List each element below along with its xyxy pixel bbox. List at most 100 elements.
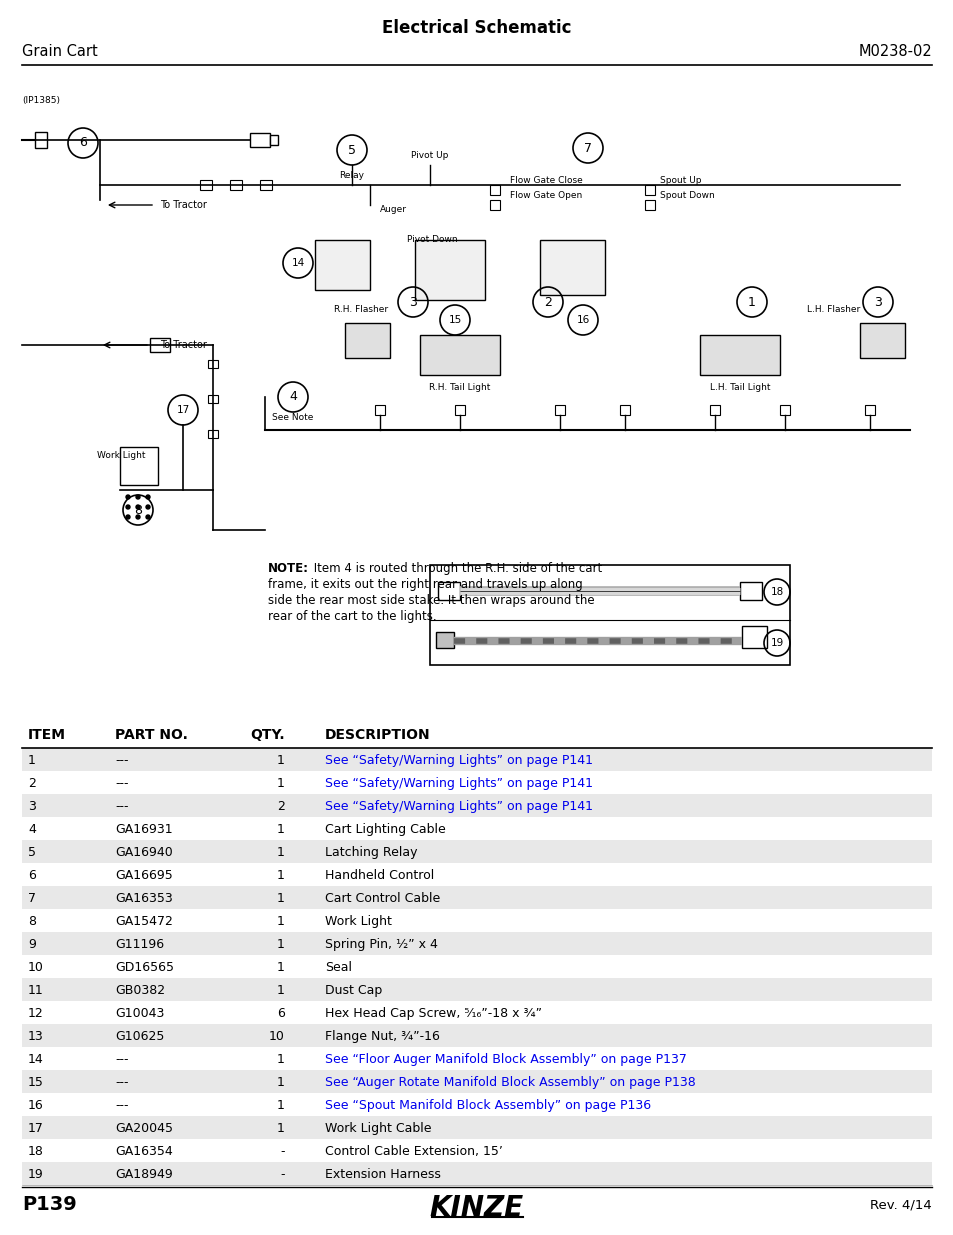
Text: 5: 5 (348, 143, 355, 157)
Bar (375, 405, 385, 415)
Bar (22, 1047, 931, 1070)
Bar (345, 324, 390, 358)
Bar (619, 405, 629, 415)
Text: 14: 14 (291, 258, 304, 268)
Bar (120, 447, 158, 485)
Bar (741, 626, 766, 648)
Bar (22, 1162, 931, 1186)
Text: GA16695: GA16695 (115, 869, 172, 882)
Text: 1: 1 (276, 1123, 285, 1135)
Text: P139: P139 (22, 1195, 76, 1214)
Text: 17: 17 (176, 405, 190, 415)
Text: 2: 2 (543, 295, 552, 309)
Bar (22, 932, 931, 955)
Text: 6: 6 (79, 137, 87, 149)
Text: QTY.: QTY. (250, 729, 285, 742)
Bar (22, 1139, 931, 1162)
Text: ---: --- (115, 1099, 129, 1112)
Text: G10625: G10625 (115, 1030, 164, 1044)
Text: 1: 1 (276, 915, 285, 927)
Text: Pivot Up: Pivot Up (411, 151, 448, 159)
Text: 19: 19 (770, 638, 782, 648)
Circle shape (126, 505, 130, 509)
Text: Work Light: Work Light (325, 915, 392, 927)
Text: 1: 1 (276, 961, 285, 974)
Text: GA18949: GA18949 (115, 1168, 172, 1181)
Text: See “Floor Auger Manifold Block Assembly” on page P137: See “Floor Auger Manifold Block Assembly… (325, 1053, 686, 1066)
Text: GA16940: GA16940 (115, 846, 172, 860)
Bar (22, 1070, 931, 1093)
Text: ---: --- (115, 800, 129, 813)
Circle shape (146, 505, 150, 509)
Text: See “Safety/Warning Lights” on page P141: See “Safety/Warning Lights” on page P141 (325, 777, 593, 790)
Text: 19: 19 (28, 1168, 44, 1181)
Bar (260, 180, 272, 190)
Text: 18: 18 (770, 587, 782, 597)
Text: PART NO.: PART NO. (115, 729, 188, 742)
Text: 2: 2 (28, 777, 36, 790)
Text: ---: --- (115, 1076, 129, 1089)
Bar (22, 794, 931, 818)
Text: KINZE: KINZE (430, 1194, 523, 1221)
Circle shape (126, 495, 130, 499)
Bar (415, 240, 484, 300)
Bar (864, 405, 874, 415)
Text: Flange Nut, ¾”-16: Flange Nut, ¾”-16 (325, 1030, 439, 1044)
Bar (22, 818, 931, 840)
Bar (709, 405, 720, 415)
Text: GD16565: GD16565 (115, 961, 173, 974)
Text: ---: --- (115, 1053, 129, 1066)
Bar (430, 564, 789, 664)
Bar (780, 405, 789, 415)
Text: See “Safety/Warning Lights” on page P141: See “Safety/Warning Lights” on page P141 (325, 755, 593, 767)
Text: G10043: G10043 (115, 1007, 164, 1020)
Text: 6: 6 (28, 869, 36, 882)
Text: 4: 4 (289, 390, 296, 404)
Bar (22, 863, 931, 885)
Text: Cart Control Cable: Cart Control Cable (325, 892, 439, 905)
Bar (208, 395, 218, 403)
Text: rear of the cart to the lights.: rear of the cart to the lights. (268, 610, 436, 622)
Text: 2: 2 (276, 800, 285, 813)
Text: 11: 11 (28, 984, 44, 997)
Text: (IP1385): (IP1385) (22, 95, 60, 105)
Bar (22, 955, 931, 978)
Text: side the rear most side stake. It then wraps around the: side the rear most side stake. It then w… (268, 594, 594, 606)
Text: 3: 3 (873, 295, 881, 309)
Text: 16: 16 (576, 315, 589, 325)
Text: GA16353: GA16353 (115, 892, 172, 905)
Text: 1: 1 (276, 869, 285, 882)
Bar (150, 338, 170, 352)
Text: Flow Gate Close: Flow Gate Close (510, 177, 582, 185)
Bar (539, 240, 604, 295)
Bar (22, 1024, 931, 1047)
Text: 15: 15 (448, 315, 461, 325)
Bar (208, 430, 218, 438)
Bar (22, 748, 931, 771)
Bar (22, 1002, 931, 1024)
Text: Auger: Auger (379, 205, 407, 215)
Text: See “Safety/Warning Lights” on page P141: See “Safety/Warning Lights” on page P141 (325, 800, 593, 813)
Text: GA20045: GA20045 (115, 1123, 172, 1135)
Text: 18: 18 (28, 1145, 44, 1158)
Text: DESCRIPTION: DESCRIPTION (325, 729, 430, 742)
Text: 17: 17 (28, 1123, 44, 1135)
Text: Spout Down: Spout Down (659, 191, 714, 200)
Text: 3: 3 (409, 295, 416, 309)
Text: 1: 1 (276, 939, 285, 951)
Text: 14: 14 (28, 1053, 44, 1066)
Text: GB0382: GB0382 (115, 984, 165, 997)
Bar (250, 133, 270, 147)
Text: NOTE:: NOTE: (268, 562, 309, 576)
Text: Item 4 is routed through the R.H. side of the cart: Item 4 is routed through the R.H. side o… (310, 562, 601, 576)
Text: 9: 9 (28, 939, 36, 951)
Bar (436, 632, 454, 648)
Text: Cart Lighting Cable: Cart Lighting Cable (325, 823, 445, 836)
Bar (740, 582, 761, 600)
Bar (314, 240, 370, 290)
Text: GA16931: GA16931 (115, 823, 172, 836)
Bar (270, 135, 277, 144)
Bar (859, 324, 904, 358)
Text: 16: 16 (28, 1099, 44, 1112)
Text: GA15472: GA15472 (115, 915, 172, 927)
